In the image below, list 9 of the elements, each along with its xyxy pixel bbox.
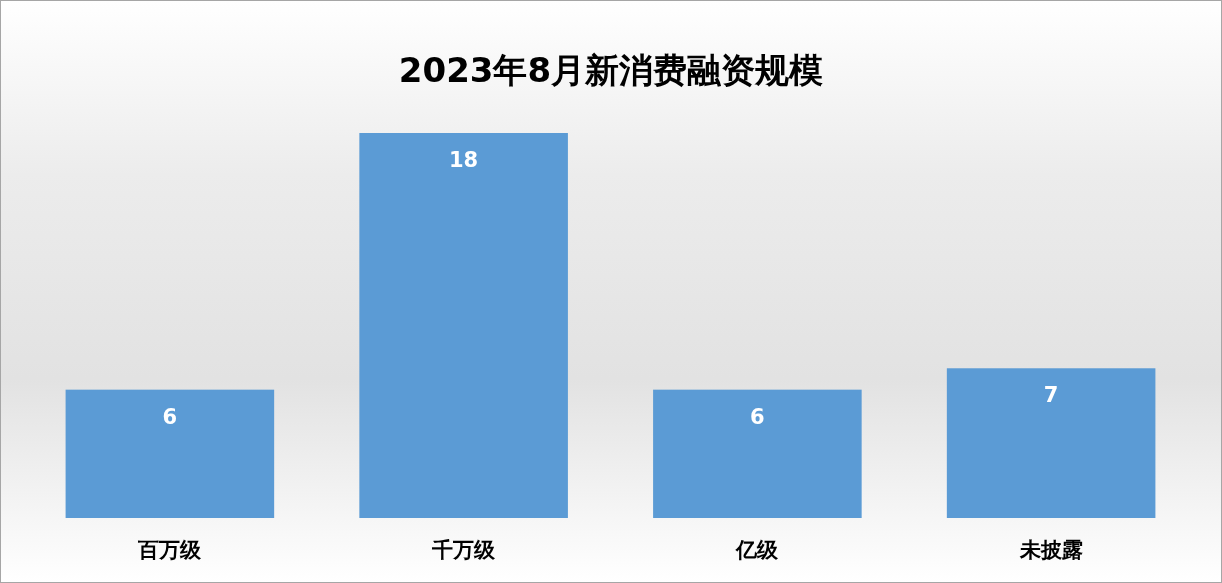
data-label: 7 bbox=[1043, 383, 1059, 408]
x-tick-label: 百万级 bbox=[137, 537, 203, 562]
x-tick-label: 未披露 bbox=[1018, 537, 1083, 562]
chart-title: 2023年8月新消费融资规模 bbox=[398, 50, 824, 90]
data-label: 6 bbox=[162, 404, 178, 429]
data-label: 18 bbox=[449, 148, 479, 172]
data-label: 6 bbox=[750, 404, 765, 429]
x-tick-label: 亿级 bbox=[735, 537, 780, 562]
x-tick-label: 千万级 bbox=[431, 537, 497, 562]
